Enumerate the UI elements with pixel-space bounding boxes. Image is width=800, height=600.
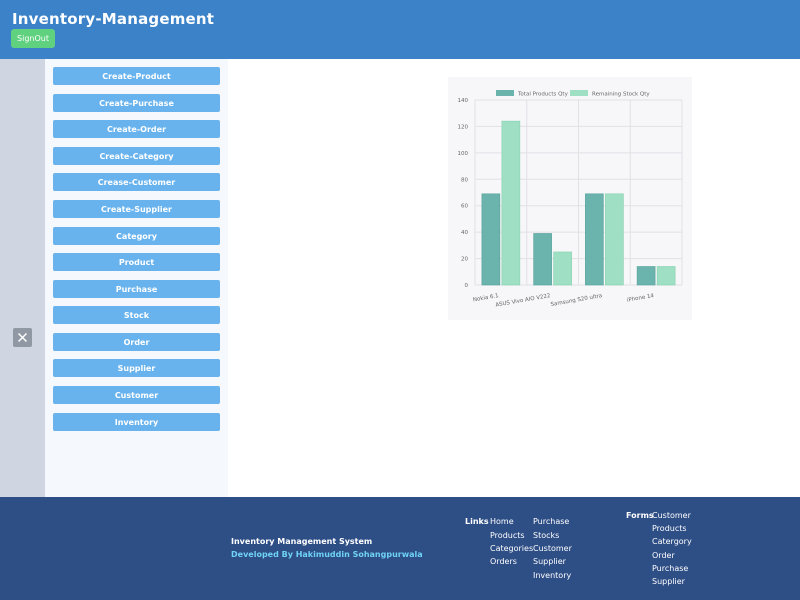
footer-form-products[interactable]: Products bbox=[652, 524, 687, 533]
footer-link-home[interactable]: Home bbox=[490, 517, 514, 526]
footer-link-supplier[interactable]: Supplier bbox=[533, 557, 566, 566]
y-tick-label: 120 bbox=[458, 124, 469, 130]
sidebar-item-customer[interactable]: Customer bbox=[53, 386, 220, 404]
y-tick-label: 60 bbox=[461, 204, 468, 210]
signout-button[interactable]: SignOut bbox=[11, 29, 55, 48]
footer-link-purchase[interactable]: Purchase bbox=[533, 517, 570, 526]
legend-label: Remaining Stock Qty bbox=[592, 92, 650, 98]
sidebar: Create-Product Create-Purchase Create-Or… bbox=[45, 59, 228, 497]
bar-remaining-0 bbox=[501, 120, 521, 286]
footer-links-heading: Links bbox=[465, 517, 489, 526]
footer-link-customer[interactable]: Customer bbox=[533, 544, 572, 553]
footer-form-customer[interactable]: Customer bbox=[652, 511, 691, 520]
footer-forms-heading: Forms bbox=[626, 511, 654, 520]
footer-form-purchase[interactable]: Purchase bbox=[652, 564, 689, 573]
footer-title: Inventory Management System bbox=[231, 537, 373, 546]
left-rail bbox=[0, 59, 45, 497]
footer-form-order[interactable]: Order bbox=[652, 551, 675, 560]
legend-label: Total Products Qty bbox=[517, 92, 569, 98]
sidebar-item-create-category[interactable]: Create-Category bbox=[53, 147, 220, 165]
sidebar-item-create-product[interactable]: Create-Product bbox=[53, 67, 220, 85]
sidebar-item-product[interactable]: Product bbox=[53, 253, 220, 271]
x-tick-label: iPhone 14 bbox=[627, 293, 655, 304]
x-tick-label: Nokia 6.1 bbox=[473, 293, 500, 303]
footer: Inventory Management System Developed By… bbox=[0, 497, 800, 600]
close-sidebar-button[interactable] bbox=[13, 328, 32, 347]
sidebar-item-stock[interactable]: Stock bbox=[53, 306, 220, 324]
sidebar-item-order[interactable]: Order bbox=[53, 333, 220, 351]
sidebar-item-create-purchase[interactable]: Create-Purchase bbox=[53, 94, 220, 112]
bar-total-1 bbox=[533, 233, 552, 286]
bar-remaining-2 bbox=[605, 193, 624, 286]
sidebar-item-supplier[interactable]: Supplier bbox=[53, 359, 220, 377]
sidebar-item-create-supplier[interactable]: Create-Supplier bbox=[53, 200, 220, 218]
footer-developer: Developed By Hakimuddin Sohangpurwala bbox=[231, 550, 423, 559]
y-tick-label: 100 bbox=[458, 151, 469, 157]
x-tick-label: Samsung S20 ultra bbox=[550, 293, 603, 308]
footer-form-category[interactable]: Catergory bbox=[652, 537, 692, 546]
header-bar: Inventory-Management SignOut bbox=[0, 0, 800, 59]
legend-swatch bbox=[570, 90, 588, 96]
bar-total-0 bbox=[481, 193, 501, 286]
y-tick-label: 140 bbox=[458, 98, 469, 104]
close-icon bbox=[17, 332, 28, 343]
sidebar-item-create-order[interactable]: Create-Order bbox=[53, 120, 220, 138]
footer-link-categories[interactable]: Categories bbox=[490, 544, 534, 553]
legend-swatch bbox=[496, 90, 514, 96]
footer-link-orders[interactable]: Orders bbox=[490, 557, 517, 566]
x-tick-label: ASUS Vivo AIO V222 bbox=[495, 293, 551, 309]
bar-total-2 bbox=[585, 193, 604, 286]
y-tick-label: 0 bbox=[465, 283, 469, 289]
footer-link-stocks[interactable]: Stocks bbox=[533, 531, 560, 540]
footer-link-inventory[interactable]: Inventory bbox=[533, 571, 572, 580]
sidebar-item-category[interactable]: Category bbox=[53, 227, 220, 245]
bar-remaining-3 bbox=[656, 266, 676, 286]
footer-form-supplier[interactable]: Supplier bbox=[652, 577, 685, 586]
bar-remaining-1 bbox=[553, 251, 572, 286]
footer-link-products[interactable]: Products bbox=[490, 531, 525, 540]
app-title: Inventory-Management bbox=[12, 10, 215, 28]
sidebar-item-create-customer[interactable]: Crease-Customer bbox=[53, 173, 220, 191]
y-tick-label: 80 bbox=[461, 177, 468, 183]
y-tick-label: 40 bbox=[461, 230, 468, 236]
sidebar-item-inventory[interactable]: Inventory bbox=[53, 413, 220, 431]
bar-total-3 bbox=[636, 266, 656, 286]
y-tick-label: 20 bbox=[461, 257, 468, 263]
sidebar-item-purchase[interactable]: Purchase bbox=[53, 280, 220, 298]
inventory-chart-card: 0 20 40 60 80 100 120 140 Nokia 6.1 ASUS Vivo AIO… bbox=[448, 77, 692, 320]
